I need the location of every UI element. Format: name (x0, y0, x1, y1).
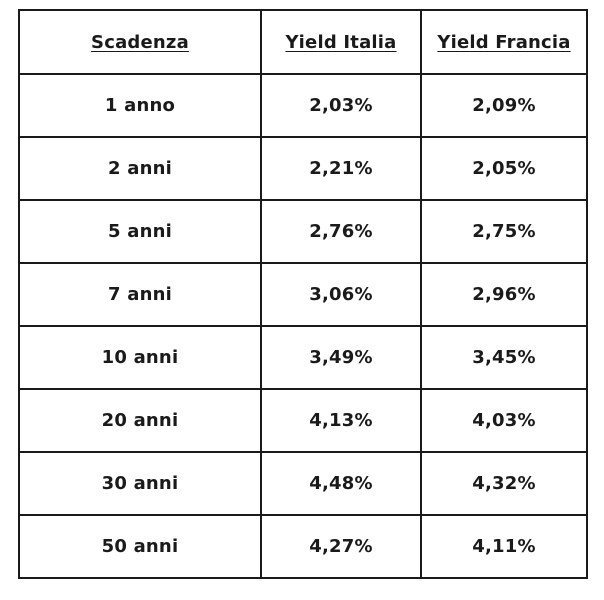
header-row: Scadenza Yield Italia Yield Francia (18, 9, 588, 75)
cell-yield-italia: 4,27% (260, 514, 422, 579)
header-yield-italia: Yield Italia (260, 9, 422, 75)
cell-yield-francia: 2,09% (420, 73, 588, 138)
table-row: 1 anno 2,03% 2,09% (18, 73, 588, 138)
cell-yield-italia: 3,49% (260, 325, 422, 390)
cell-yield-francia: 2,96% (420, 262, 588, 327)
cell-yield-francia: 2,05% (420, 136, 588, 201)
table-row: 20 anni 4,13% 4,03% (18, 388, 588, 453)
header-yield-francia: Yield Francia (420, 9, 588, 75)
table-row: 30 anni 4,48% 4,32% (18, 451, 588, 516)
table-row: 7 anni 3,06% 2,96% (18, 262, 588, 327)
cell-scadenza: 5 anni (18, 199, 262, 264)
cell-scadenza: 20 anni (18, 388, 262, 453)
cell-scadenza: 1 anno (18, 73, 262, 138)
cell-yield-italia: 4,48% (260, 451, 422, 516)
cell-yield-francia: 4,32% (420, 451, 588, 516)
cell-yield-italia: 2,76% (260, 199, 422, 264)
cell-scadenza: 50 anni (18, 514, 262, 579)
table-row: 10 anni 3,49% 3,45% (18, 325, 588, 390)
cell-yield-italia: 4,13% (260, 388, 422, 453)
cell-scadenza: 7 anni (18, 262, 262, 327)
cell-scadenza: 10 anni (18, 325, 262, 390)
yield-comparison-table: Scadenza Yield Italia Yield Francia 1 an… (18, 9, 588, 579)
cell-yield-italia: 2,21% (260, 136, 422, 201)
cell-yield-francia: 3,45% (420, 325, 588, 390)
cell-scadenza: 2 anni (18, 136, 262, 201)
table-row: 50 anni 4,27% 4,11% (18, 514, 588, 579)
table-row: 5 anni 2,76% 2,75% (18, 199, 588, 264)
cell-scadenza: 30 anni (18, 451, 262, 516)
cell-yield-italia: 3,06% (260, 262, 422, 327)
yield-table-container: Scadenza Yield Italia Yield Francia 1 an… (18, 9, 588, 579)
cell-yield-francia: 4,11% (420, 514, 588, 579)
header-scadenza: Scadenza (18, 9, 262, 75)
cell-yield-francia: 4,03% (420, 388, 588, 453)
table-row: 2 anni 2,21% 2,05% (18, 136, 588, 201)
cell-yield-italia: 2,03% (260, 73, 422, 138)
cell-yield-francia: 2,75% (420, 199, 588, 264)
